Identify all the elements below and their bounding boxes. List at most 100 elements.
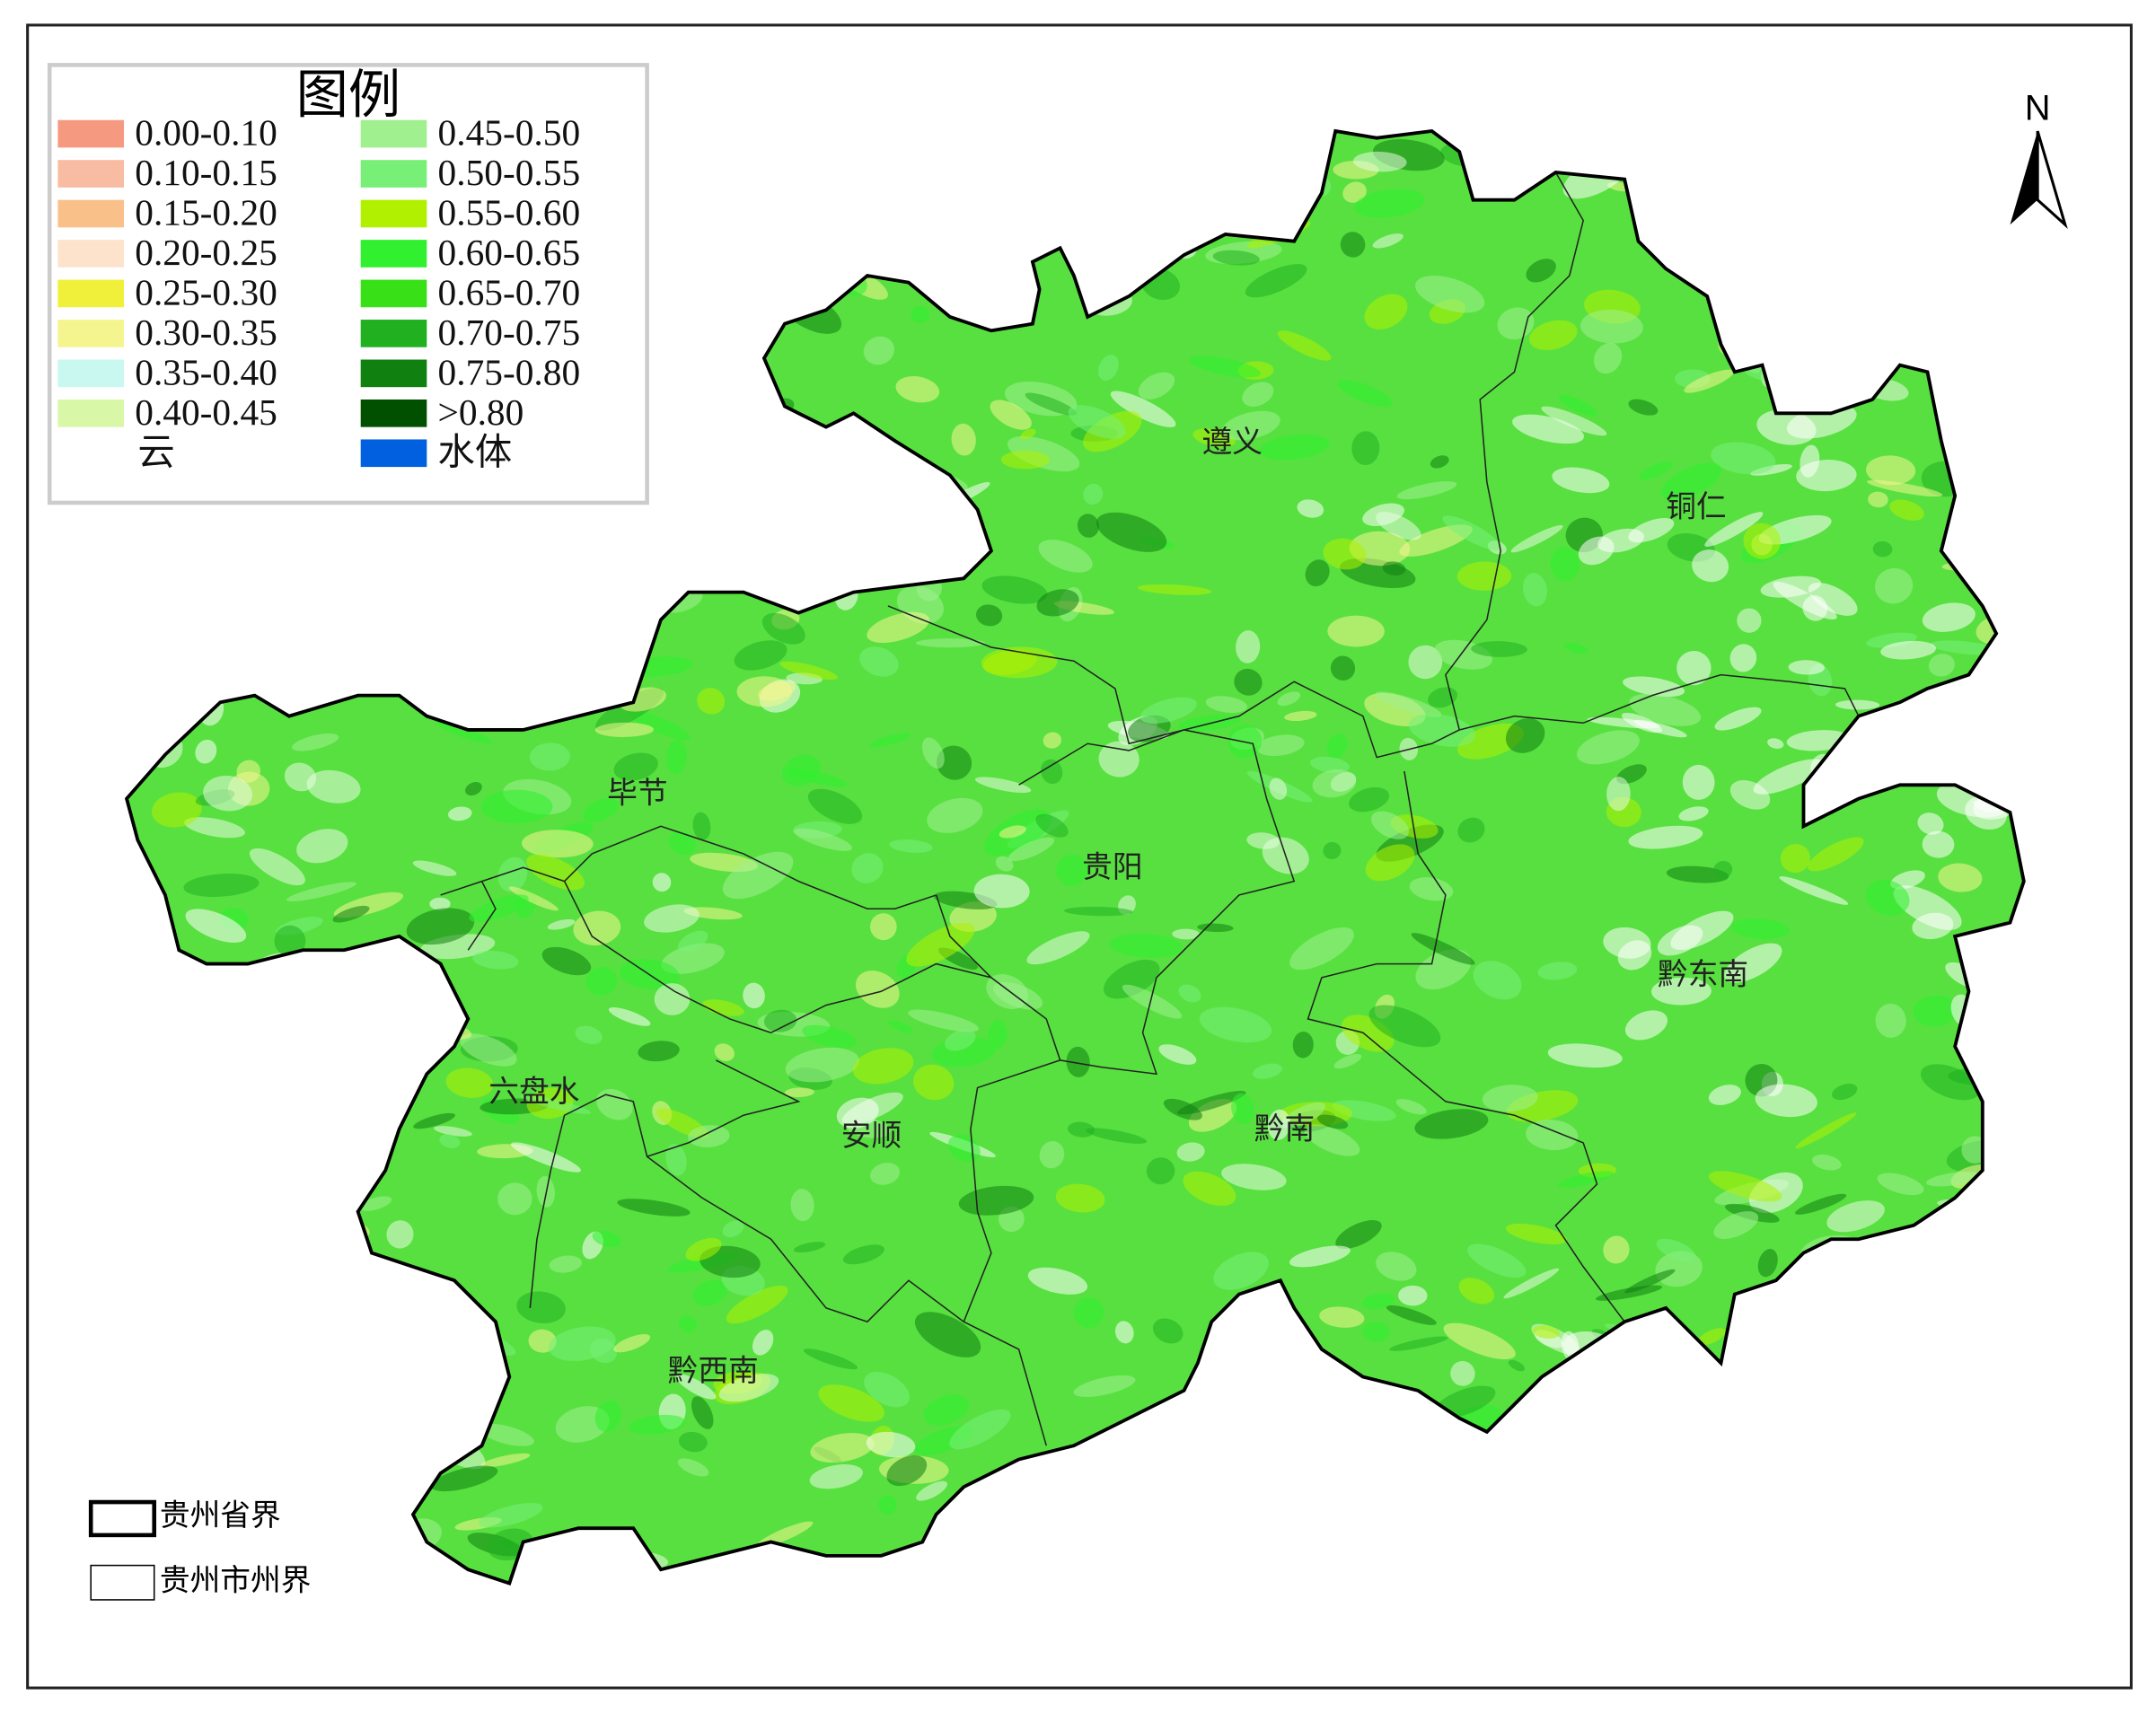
texture-patch — [1096, 512, 1167, 552]
city-boundary — [1307, 770, 1625, 1322]
texture-patch — [479, 1423, 534, 1446]
texture-patch — [1522, 573, 1547, 607]
texture-patch — [726, 1285, 788, 1324]
texture-patch — [479, 1503, 543, 1528]
texture-patch — [447, 806, 472, 821]
texture-patch — [286, 882, 357, 902]
texture-patch — [1337, 379, 1394, 408]
texture-patch — [1629, 693, 1702, 726]
texture-patch — [1372, 233, 1404, 249]
texture-patch — [692, 812, 711, 840]
texture-patch — [1259, 434, 1330, 461]
arrow-left — [2010, 131, 2038, 225]
texture-patch — [1178, 984, 1201, 1003]
texture-patch — [1354, 189, 1425, 218]
city-boundary-swatch — [90, 1564, 155, 1601]
texture-patch — [412, 860, 457, 876]
city-boundary — [564, 825, 937, 910]
texture-patch — [1508, 1359, 1526, 1372]
texture-patch — [1083, 483, 1104, 505]
city-boundary — [563, 881, 771, 1033]
legend-label: 0.15-0.20 — [135, 192, 277, 233]
legend-label: 0.55-0.60 — [438, 192, 581, 233]
texture-patch — [1505, 718, 1545, 753]
legend-swatch — [360, 160, 427, 188]
north-label: N — [2025, 89, 2051, 128]
texture-patch — [734, 640, 788, 671]
region-label: 黔东南 — [1658, 958, 1748, 992]
texture-patch — [1152, 1318, 1184, 1344]
texture-patch — [439, 1134, 461, 1148]
texture-patch — [413, 1112, 455, 1129]
texture-patch — [678, 1315, 697, 1332]
texture-patch — [1704, 512, 1764, 547]
texture-patch — [1008, 837, 1055, 862]
region-label: 黔南 — [1254, 1111, 1315, 1146]
legend-swatch — [360, 439, 427, 468]
texture-patch — [1917, 813, 1944, 835]
province-boundary — [124, 128, 2026, 1586]
province-boundary-swatch — [88, 1499, 157, 1538]
texture-patch — [1457, 817, 1485, 843]
texture-patch — [1697, 1328, 1726, 1346]
texture-patch — [1039, 1140, 1065, 1169]
legend-swatch — [57, 279, 124, 308]
texture-patch — [541, 946, 592, 976]
texture-patch — [332, 905, 370, 923]
texture-patch — [1289, 927, 1354, 971]
texture-patch — [654, 983, 691, 1015]
texture-patch — [434, 1126, 472, 1137]
texture-patch — [761, 612, 805, 645]
texture-patch — [1199, 1006, 1272, 1043]
texture-patch — [1025, 392, 1077, 416]
texture-patch — [836, 1097, 879, 1129]
texture-patch — [1137, 584, 1212, 595]
texture-patch — [810, 1433, 875, 1463]
texture-patch — [678, 930, 708, 953]
texture-patch — [913, 1064, 955, 1101]
texture-patch — [185, 909, 247, 943]
city-boundary — [647, 1155, 1047, 1446]
texture-patch — [1409, 877, 1454, 901]
texture-patch — [547, 918, 576, 930]
legend-swatch — [57, 199, 124, 228]
texture-patch — [990, 400, 1032, 430]
texture-patch — [1430, 455, 1449, 469]
texture-patch — [1327, 615, 1385, 647]
texture-patch — [1877, 1173, 1924, 1196]
texture-patch — [973, 874, 1030, 909]
texture-patch — [1692, 549, 1729, 583]
texture-patch — [697, 688, 726, 715]
texture-patch — [1755, 1084, 1817, 1118]
texture-patch — [1055, 854, 1088, 886]
texture-patch — [406, 908, 475, 945]
texture-patch — [1760, 575, 1822, 598]
texture-patch — [1526, 259, 1556, 283]
texture-patch — [613, 1334, 651, 1353]
texture-patch — [1595, 1285, 1663, 1301]
texture-patch — [508, 886, 559, 911]
texture-patch — [1562, 642, 1588, 654]
texture-patch — [386, 1220, 414, 1249]
texture-patch — [1399, 524, 1473, 557]
texture-patch — [1708, 1171, 1782, 1202]
texture-patch — [1284, 710, 1317, 722]
texture-patch — [923, 1394, 970, 1426]
texture-patch — [1317, 1114, 1349, 1129]
texture-patch — [869, 733, 911, 748]
texture-patch — [921, 737, 945, 769]
texture-patch — [521, 1094, 592, 1114]
texture-patch — [594, 722, 654, 737]
texture-patch — [1872, 540, 1893, 558]
texture-patch — [1104, 959, 1160, 999]
texture-patch — [666, 739, 687, 775]
texture-patch — [1757, 1249, 1778, 1278]
texture-patch — [945, 1029, 976, 1051]
texture-patch — [852, 1048, 914, 1085]
texture-patch — [855, 971, 900, 1008]
texture-patch — [575, 1025, 603, 1045]
texture-patch — [878, 1495, 897, 1515]
texture-patch — [1795, 1112, 1857, 1149]
texture-patch — [1289, 1245, 1351, 1268]
texture-patch — [1930, 640, 1999, 655]
